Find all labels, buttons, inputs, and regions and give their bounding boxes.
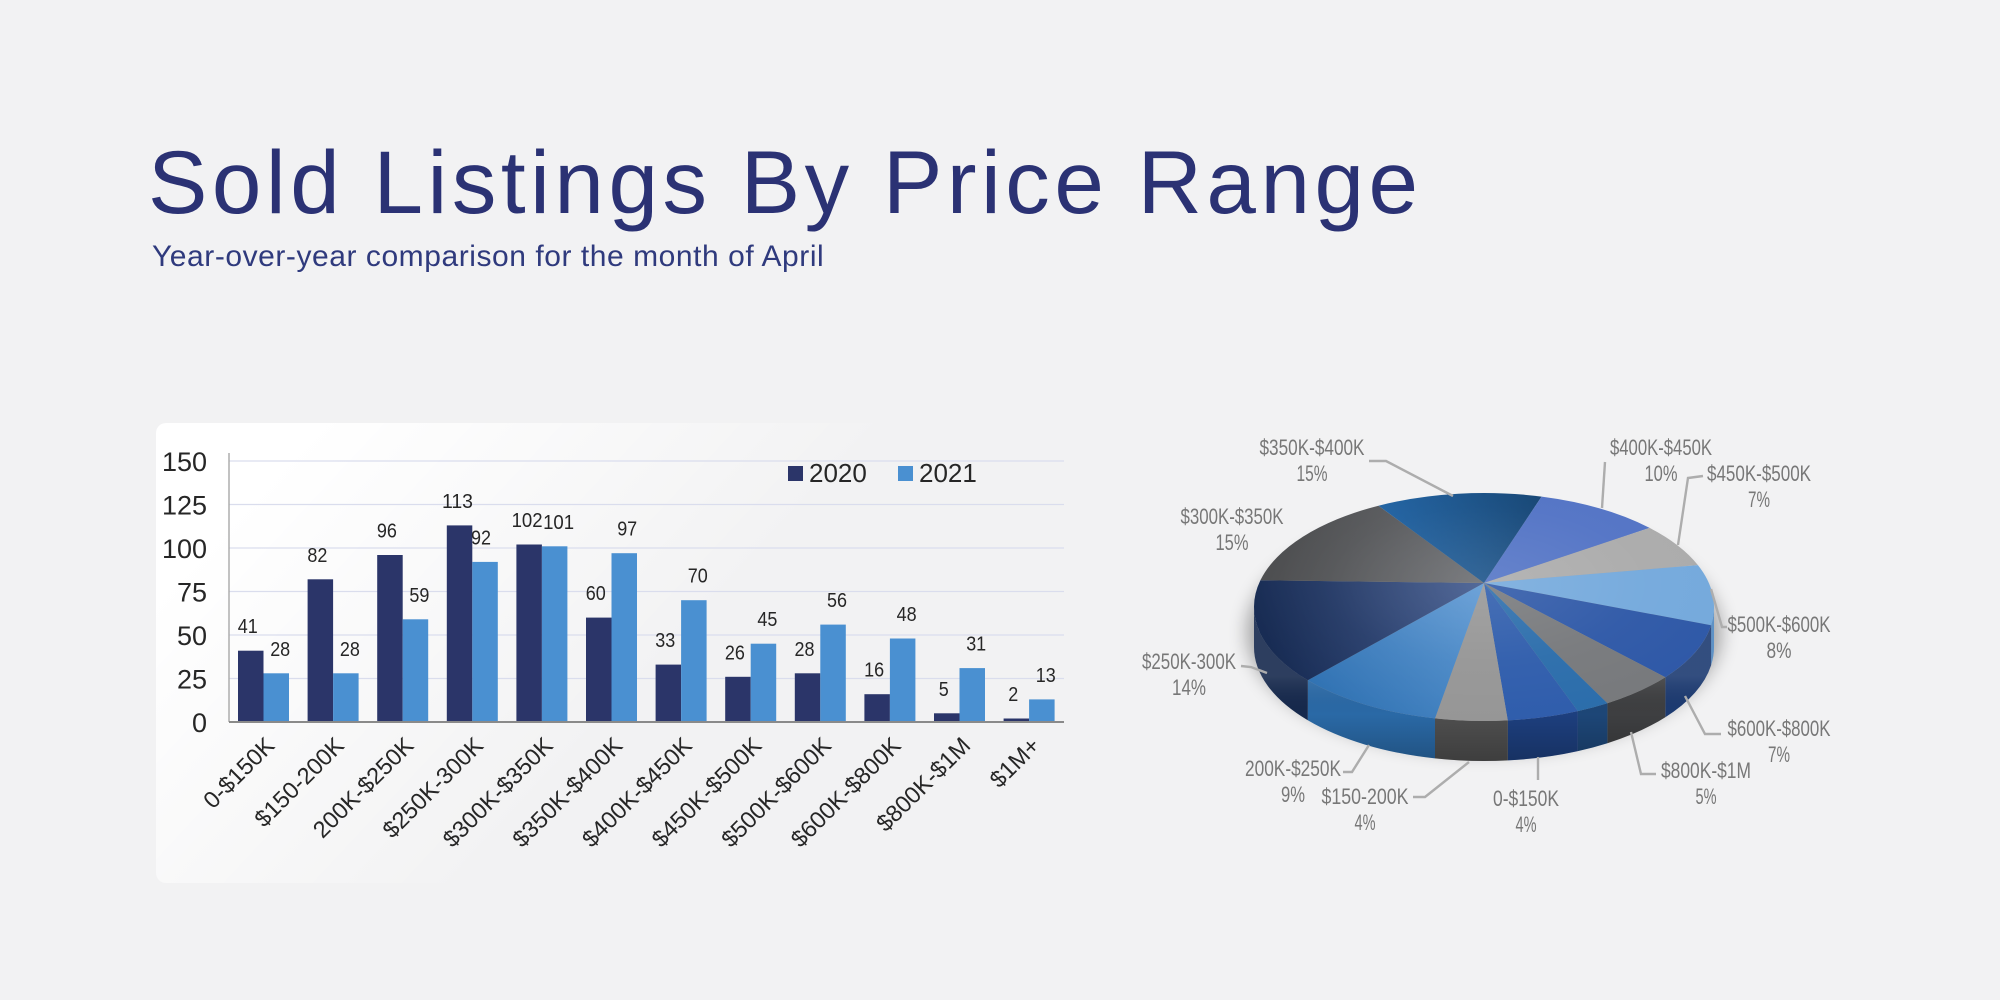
svg-text:2: 2: [1008, 684, 1018, 706]
svg-text:70: 70: [688, 566, 708, 588]
svg-text:113: 113: [442, 491, 473, 513]
svg-text:5: 5: [939, 679, 949, 701]
svg-text:14%: 14%: [1172, 675, 1206, 700]
svg-text:59: 59: [409, 585, 429, 607]
svg-text:97: 97: [617, 519, 637, 541]
svg-text:4%: 4%: [1355, 810, 1376, 835]
svg-text:31: 31: [966, 634, 986, 656]
svg-text:150: 150: [162, 447, 207, 477]
svg-text:92: 92: [471, 527, 491, 549]
svg-text:101: 101: [543, 512, 574, 534]
svg-text:9%: 9%: [1281, 782, 1305, 807]
svg-text:4%: 4%: [1516, 812, 1537, 837]
svg-text:28: 28: [340, 639, 360, 661]
svg-text:48: 48: [897, 604, 917, 626]
svg-text:$800K-$1M: $800K-$1M: [1661, 758, 1751, 783]
svg-text:13: 13: [1036, 665, 1056, 687]
svg-text:100: 100: [162, 534, 207, 564]
svg-text:75: 75: [177, 578, 207, 608]
svg-text:33: 33: [655, 630, 675, 652]
svg-text:60: 60: [586, 583, 606, 605]
svg-text:$300K-$350K: $300K-$350K: [1181, 504, 1284, 529]
svg-text:96: 96: [377, 521, 397, 543]
svg-text:82: 82: [307, 545, 327, 567]
svg-text:$350K-$400K: $350K-$400K: [1260, 435, 1365, 460]
svg-text:45: 45: [757, 609, 777, 631]
svg-text:$250K-300K: $250K-300K: [1142, 649, 1236, 674]
svg-text:16: 16: [864, 660, 884, 682]
svg-text:0: 0: [192, 708, 207, 738]
svg-text:50: 50: [177, 621, 207, 651]
svg-text:10%: 10%: [1645, 461, 1678, 486]
svg-text:$150-200K: $150-200K: [1322, 784, 1409, 809]
svg-text:$600K-$800K: $600K-$800K: [1728, 716, 1831, 741]
svg-text:0-$150K: 0-$150K: [1493, 786, 1559, 811]
svg-text:200K-$250K: 200K-$250K: [1245, 756, 1341, 781]
svg-text:7%: 7%: [1768, 742, 1790, 767]
svg-text:2020: 2020: [809, 458, 867, 488]
svg-text:8%: 8%: [1767, 638, 1792, 663]
svg-text:2021: 2021: [919, 458, 977, 488]
svg-text:$500K-$600K: $500K-$600K: [1728, 612, 1831, 637]
svg-text:25: 25: [177, 665, 207, 695]
svg-text:$400K-$450K: $400K-$450K: [1610, 435, 1712, 460]
svg-text:5%: 5%: [1696, 784, 1717, 809]
svg-text:125: 125: [162, 491, 207, 521]
svg-text:102: 102: [512, 510, 543, 532]
svg-text:15%: 15%: [1297, 461, 1328, 486]
svg-text:$450K-$500K: $450K-$500K: [1707, 461, 1811, 486]
svg-text:$1M+: $1M+: [985, 732, 1045, 792]
svg-text:28: 28: [795, 639, 815, 661]
svg-text:56: 56: [827, 590, 847, 612]
svg-text:26: 26: [725, 642, 745, 664]
svg-text:7%: 7%: [1748, 487, 1770, 512]
svg-text:28: 28: [270, 639, 290, 661]
svg-text:41: 41: [238, 616, 258, 638]
svg-text:15%: 15%: [1216, 530, 1249, 555]
